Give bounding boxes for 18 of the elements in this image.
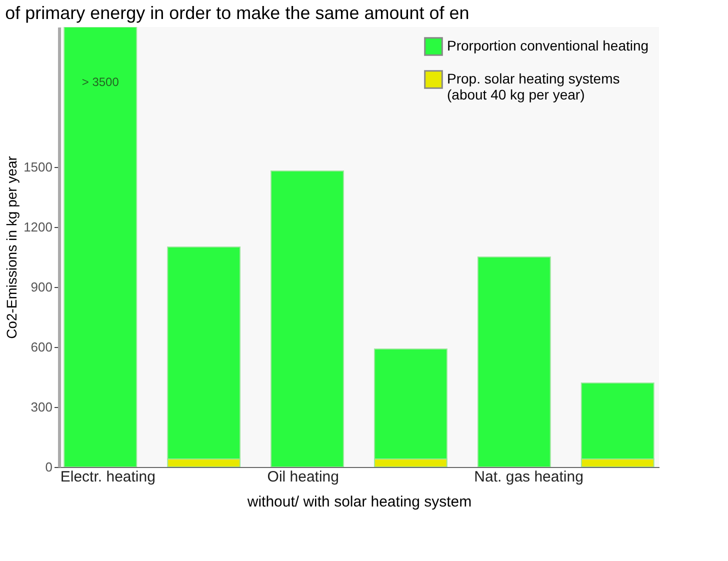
y-tick-label: 600 bbox=[30, 340, 52, 354]
y-tick-label: 0 bbox=[45, 460, 52, 474]
x-axis-title: without/ with solar heating system bbox=[246, 494, 472, 510]
y-tick-label: 300 bbox=[30, 400, 52, 414]
bar bbox=[270, 170, 344, 467]
x-tick-label: Electr. heating bbox=[60, 468, 156, 486]
legend-label: Prop. solar heating systems (about 40 kg per year) bbox=[447, 70, 620, 102]
chart-title: of primary energy in order to make the same amount of en bbox=[5, 3, 470, 23]
y-tick-label: 900 bbox=[30, 280, 52, 294]
data-label: > 3500 bbox=[82, 75, 120, 89]
x-tick-label: Nat. gas heating bbox=[474, 468, 584, 486]
x-tick-label: Oil heating bbox=[267, 468, 339, 486]
bar bbox=[477, 256, 551, 467]
y-tick-label: 1500 bbox=[24, 160, 52, 174]
y-axis-title: Co2-Emissions in kg per year bbox=[4, 156, 20, 339]
y-tick-label: 1200 bbox=[24, 220, 52, 234]
legend-label: Prorportion conventional heating bbox=[447, 38, 649, 54]
bar bbox=[64, 27, 138, 467]
